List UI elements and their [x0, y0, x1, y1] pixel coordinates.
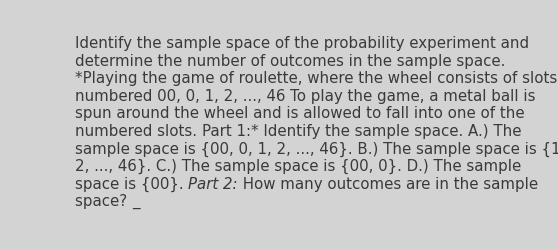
Text: Part 1:* Identify the sample space. A.) The: Part 1:* Identify the sample space. A.) …	[201, 123, 521, 138]
Text: To play the game, a metal ball is: To play the game, a metal ball is	[290, 88, 536, 103]
Text: *Playing the game of roulette, where the wheel consists of slots: *Playing the game of roulette, where the…	[75, 71, 557, 86]
Text: determine the number of outcomes in the sample space.: determine the number of outcomes in the …	[75, 53, 506, 68]
Text: _: _	[132, 194, 140, 208]
Text: numbered slots.: numbered slots.	[75, 123, 197, 138]
Text: How many outcomes are in the sample: How many outcomes are in the sample	[238, 176, 538, 191]
Text: space?: space?	[75, 194, 132, 208]
Text: space is {00}.: space is {00}.	[75, 176, 188, 191]
Text: Identify the sample space of the probability experiment and: Identify the sample space of the probabi…	[75, 36, 529, 51]
Text: Part 2:: Part 2:	[188, 176, 238, 191]
Text: sample space is {00, 0, 1, 2, ..., 46}. B.) The sample space is {1,: sample space is {00, 0, 1, 2, ..., 46}. …	[75, 141, 558, 156]
Text: spun around the wheel and is allowed to fall into one of the: spun around the wheel and is allowed to …	[75, 106, 525, 121]
Text: 2, ..., 46}. C.) The sample space is {00, 0}. D.) The sample: 2, ..., 46}. C.) The sample space is {00…	[75, 158, 521, 174]
Text: numbered 00, 0, 1, 2, ..., 46: numbered 00, 0, 1, 2, ..., 46	[75, 88, 286, 103]
